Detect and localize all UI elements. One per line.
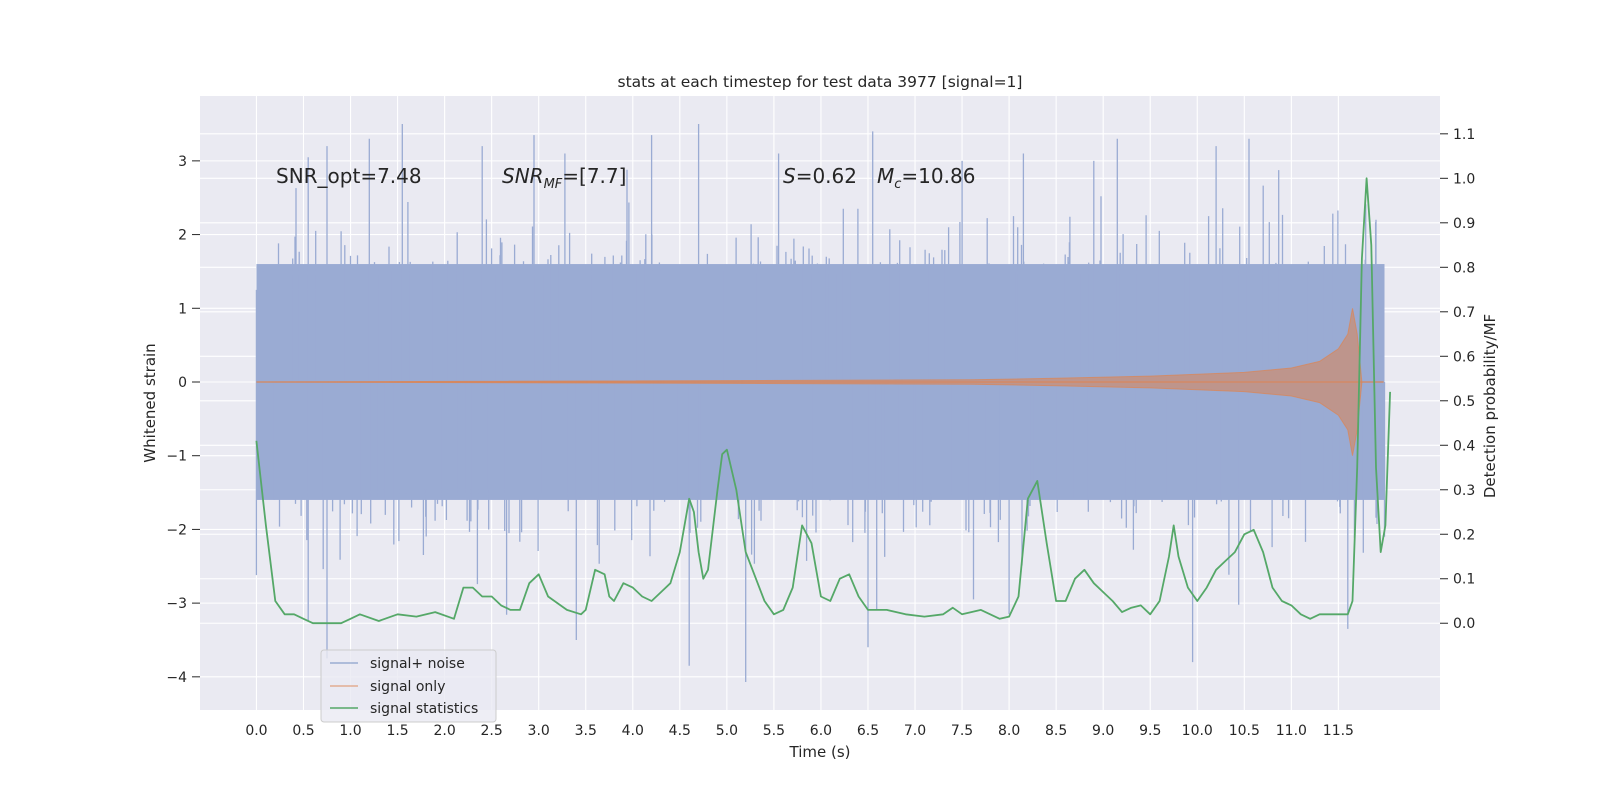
y2-tick-label: 0.0 bbox=[1453, 616, 1475, 632]
x-tick-label: 6.0 bbox=[810, 723, 832, 739]
y2-axis-ticks: 0.0 0.1 0.2 0.3 0.4 0.5 0.6 0.7 0.8 0.9 1.0 1.1 bbox=[1440, 127, 1475, 632]
series-signal-statistics bbox=[255, 177, 1391, 625]
x-axis-label: Time (s) bbox=[789, 743, 851, 761]
x-tick-label: 1.0 bbox=[339, 723, 361, 739]
annotation-mc-sub: c bbox=[894, 177, 901, 192]
y-tick-label: 0 bbox=[178, 375, 187, 391]
y2-tick-label: 0.4 bbox=[1453, 438, 1475, 454]
y2-axis-label: Detection probability/MF bbox=[1481, 314, 1499, 498]
y2-tick-label: 0.9 bbox=[1453, 216, 1475, 232]
y2-tick-label: 1.1 bbox=[1453, 127, 1475, 143]
y2-tick-label: 0.2 bbox=[1453, 527, 1475, 543]
x-tick-label: 8.5 bbox=[1045, 723, 1067, 739]
y-tick-label: −3 bbox=[166, 596, 187, 612]
x-tick-label: 7.0 bbox=[904, 723, 926, 739]
legend-label-signal-statistics: signal statistics bbox=[370, 701, 478, 717]
legend-label-signal-only: signal only bbox=[370, 679, 445, 695]
x-tick-label: 10.0 bbox=[1182, 723, 1213, 739]
annotation-mc: Mc=10.86 bbox=[877, 164, 975, 192]
y-tick-label: −1 bbox=[166, 449, 187, 465]
x-tick-label: 4.0 bbox=[622, 723, 644, 739]
y2-tick-label: 0.5 bbox=[1453, 394, 1475, 410]
x-tick-label: 5.5 bbox=[763, 723, 785, 739]
x-tick-label: 6.5 bbox=[857, 723, 879, 739]
annotation-snr-mf-sub: MF bbox=[544, 177, 563, 192]
annotation-s: S=0.62 bbox=[783, 164, 857, 188]
annotation-mc-main: M bbox=[877, 164, 894, 188]
annotation-s-value: =0.62 bbox=[796, 164, 857, 188]
x-tick-label: 2.5 bbox=[481, 723, 503, 739]
y-tick-label: 2 bbox=[178, 228, 187, 244]
y2-tick-label: 0.3 bbox=[1453, 483, 1475, 499]
x-tick-label: 11.0 bbox=[1276, 723, 1307, 739]
y-tick-label: −4 bbox=[166, 670, 187, 686]
y-tick-label: −2 bbox=[166, 522, 187, 538]
annotation-s-main: S bbox=[783, 164, 796, 188]
y-tick-label: 3 bbox=[178, 154, 187, 170]
y-tick-label: 1 bbox=[178, 301, 187, 317]
x-tick-label: 4.5 bbox=[669, 723, 691, 739]
x-tick-label: 11.5 bbox=[1323, 723, 1354, 739]
x-tick-label: 0.5 bbox=[292, 723, 314, 739]
y-axis-ticks: −4 −3 −2 −1 0 1 2 3 bbox=[166, 154, 200, 686]
x-tick-label: 2.0 bbox=[433, 723, 455, 739]
x-tick-label: 0.0 bbox=[245, 723, 267, 739]
x-tick-label: 8.0 bbox=[998, 723, 1020, 739]
series-signal-only bbox=[256, 308, 1384, 456]
y2-tick-label: 0.6 bbox=[1453, 349, 1475, 365]
annotation-snr-opt: SNR_opt=7.48 bbox=[276, 164, 422, 188]
x-tick-label: 9.0 bbox=[1092, 723, 1114, 739]
chart-title: stats at each timestep for test data 397… bbox=[618, 73, 1023, 91]
x-tick-label: 5.0 bbox=[716, 723, 738, 739]
annotation-mc-value: =10.86 bbox=[901, 164, 975, 188]
legend-box bbox=[320, 649, 497, 723]
x-tick-label: 3.5 bbox=[575, 723, 597, 739]
legend: signal+ noise signal only signal statist… bbox=[320, 649, 497, 723]
x-tick-label: 9.5 bbox=[1139, 723, 1161, 739]
legend-label-signal-noise: signal+ noise bbox=[370, 656, 465, 672]
y2-tick-label: 0.1 bbox=[1453, 572, 1475, 588]
signal-statistics-line bbox=[255, 177, 1391, 625]
annotation-snr-mf-main: SNR bbox=[502, 164, 544, 188]
x-tick-label: 3.0 bbox=[528, 723, 550, 739]
x-tick-label: 1.5 bbox=[386, 723, 408, 739]
y2-tick-label: 1.0 bbox=[1453, 171, 1475, 187]
y2-tick-label: 0.7 bbox=[1453, 305, 1475, 321]
annotation-snr-mf: SNRMF=[7.7] bbox=[502, 164, 626, 192]
y2-tick-label: 0.8 bbox=[1453, 260, 1475, 276]
x-axis-ticks: 0.0 0.5 1.0 1.5 2.0 2.5 3.0 3.5 4.0 4.5 5.0 5.5 6.0 6… bbox=[245, 723, 1354, 739]
x-tick-label: 7.5 bbox=[951, 723, 973, 739]
x-tick-label: 10.5 bbox=[1229, 723, 1260, 739]
noise-spikes bbox=[255, 124, 1386, 682]
y-axis-label: Whitened strain bbox=[141, 343, 159, 462]
annotation-snr-mf-value: =[7.7] bbox=[562, 164, 626, 188]
